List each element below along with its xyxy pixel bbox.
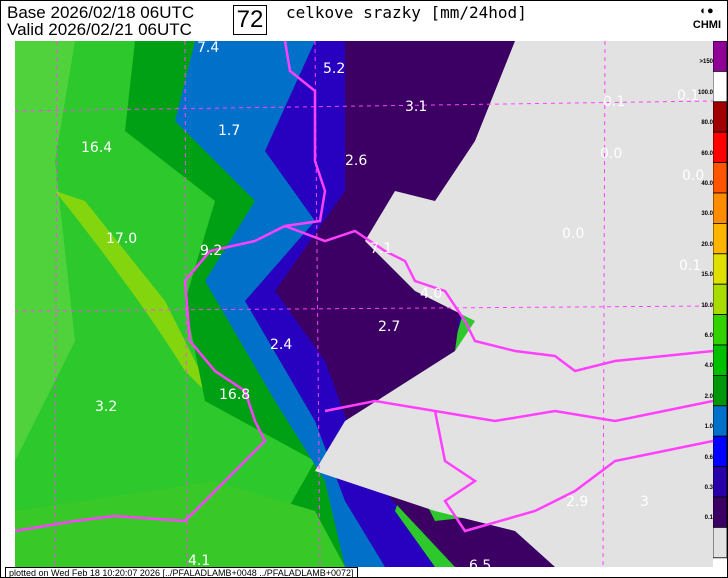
legend-label: 15.0	[701, 272, 713, 279]
legend-label: 80.0	[701, 120, 713, 127]
border-middle	[324, 399, 713, 423]
logo-symbol: ◐●	[700, 5, 714, 17]
precip-value-label: 0.0	[682, 168, 705, 184]
legend-label: 10.0	[701, 302, 713, 309]
legend-label: 40.0	[701, 181, 713, 187]
legend-label: 4.0	[704, 363, 713, 370]
legend-swatch	[713, 131, 727, 163]
legend-label: 1.0	[704, 424, 713, 431]
legend-label: 0.3	[704, 485, 713, 491]
light-green-area	[15, 41, 75, 461]
precip-value-label: 0.1	[677, 88, 700, 104]
base-time: 2026/02/18 06UTC	[50, 3, 195, 22]
base-line: Base 2026/02/18 06UTC	[7, 4, 194, 21]
color-legend-bar	[713, 41, 727, 559]
precip-value-label: 0.0	[562, 226, 585, 242]
base-label: Base	[7, 3, 46, 22]
no-precip-area	[315, 41, 713, 567]
precip-value-label: 2.6	[345, 153, 368, 169]
precip-value-label: 3.1	[405, 99, 428, 115]
precip-value-label: 1.7	[218, 123, 241, 139]
border-north	[284, 224, 713, 373]
precip-value-label: 7.1	[370, 241, 393, 257]
legend-swatch	[713, 283, 727, 315]
precip-value-label: 7.4	[197, 40, 220, 56]
high-precip-band	[55, 191, 215, 401]
legend-label: 60.0	[701, 150, 713, 157]
legend-swatch	[713, 314, 727, 346]
precip-value-label: 17.0	[106, 231, 138, 247]
legend-label: >150	[699, 59, 713, 66]
border-west	[15, 41, 327, 533]
legend-swatch	[713, 526, 727, 559]
precip-value-label: 16.4	[81, 140, 113, 156]
precip-value-label: 4.0	[420, 286, 443, 302]
legend-swatch	[713, 374, 727, 407]
precip-value-label: 0.0	[600, 146, 623, 162]
precip-value-label: 4.1	[188, 553, 211, 569]
map-title: celkove srazky [mm/24hod]	[286, 3, 527, 22]
legend-label: 20.0	[701, 241, 713, 248]
precip-value-label: 5.2	[323, 61, 346, 77]
valid-time: 2026/02/21 06UTC	[48, 20, 192, 39]
legend-swatch	[713, 41, 727, 72]
legend-swatch	[713, 253, 727, 285]
precip-value-label: 2.4	[270, 337, 293, 353]
precip-value-label: 16.8	[219, 387, 251, 403]
precipitation-map	[15, 41, 713, 567]
precip-value-label: 6.5	[469, 558, 492, 574]
chmi-logo: ◐● CHMI	[693, 4, 721, 32]
legend-swatch	[713, 162, 727, 194]
legend-label: 0.1	[704, 515, 713, 522]
south-green-area	[15, 481, 345, 567]
precip-value-label: 2.9	[566, 494, 589, 510]
legend-label: 30.0	[701, 211, 713, 218]
precip-value-label: 9.2	[200, 243, 223, 259]
legend-swatch	[713, 405, 727, 437]
legend-swatch	[713, 466, 727, 498]
precip-value-label: 0.1	[679, 258, 702, 274]
border-south	[433, 410, 713, 533]
legend-swatch	[713, 496, 727, 528]
legend-label: 2.0	[704, 393, 713, 400]
lead-hours-box: 72	[233, 5, 267, 35]
valid-line: Valid 2026/02/21 06UTC	[7, 21, 192, 38]
precip-value-label: 3.2	[95, 399, 118, 415]
legend-label: 6.0	[704, 333, 713, 339]
legend-swatch	[713, 344, 727, 376]
legend-swatch	[713, 222, 727, 255]
legend-swatch	[713, 192, 727, 224]
footer-plot-info: plotted on Wed Feb 18 10:20:07 2026 [../…	[5, 567, 358, 577]
legend-swatch	[713, 435, 727, 468]
legend-swatch	[713, 101, 727, 133]
precip-value-label: 0.1	[603, 94, 626, 110]
legend-swatch	[713, 70, 727, 103]
precip-value-label: 3	[640, 494, 649, 510]
country-borders	[15, 41, 713, 533]
legend-label: 0.6	[704, 454, 713, 461]
valid-label: Valid	[7, 20, 44, 39]
legend-label: 100.0	[697, 89, 713, 96]
logo-text: CHMI	[692, 19, 721, 31]
precip-value-label: 2.7	[378, 319, 401, 335]
